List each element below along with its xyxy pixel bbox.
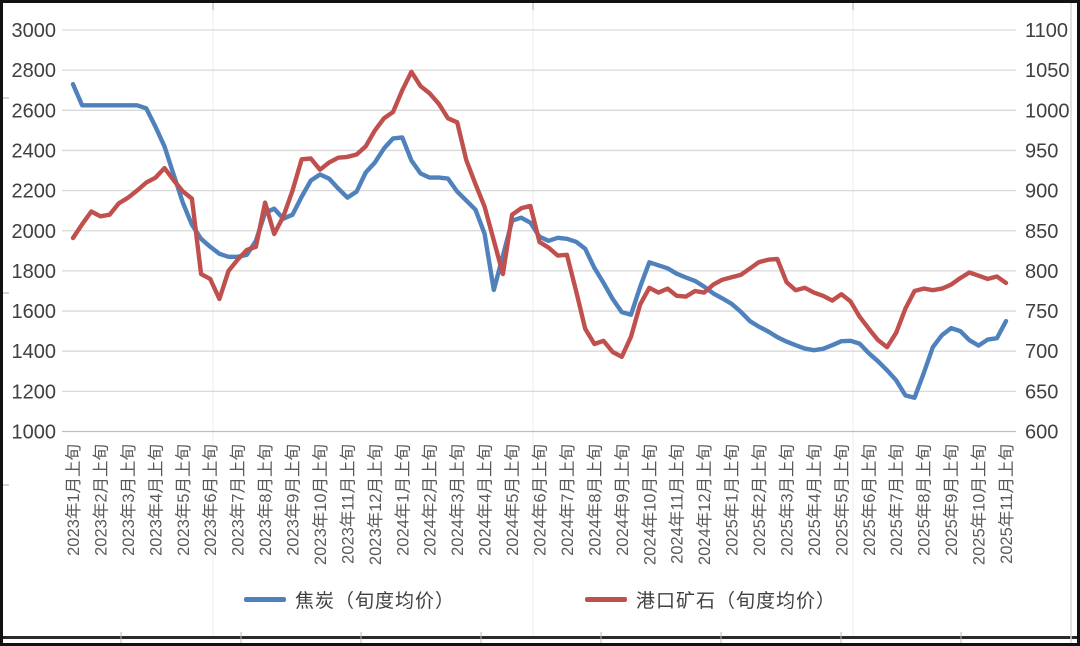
svg-text:2400: 2400 [12,140,57,162]
svg-text:2023年3月上旬: 2023年3月上旬 [119,444,138,556]
svg-text:2023年2月上旬: 2023年2月上旬 [91,444,110,556]
coke-legend-label: 焦炭（旬度均价） [294,590,455,612]
svg-text:800: 800 [1025,261,1058,283]
svg-text:2024年7月上旬: 2024年7月上旬 [558,444,577,556]
svg-text:2025年8月上旬: 2025年8月上旬 [915,444,934,556]
svg-text:2024年12月上旬: 2024年12月上旬 [695,444,714,565]
svg-text:2024年11月上旬: 2024年11月上旬 [668,444,687,564]
svg-text:3000: 3000 [12,20,57,42]
legend: 焦炭（旬度均价） 港口矿石（旬度均价） [3,584,1077,614]
svg-text:2024年5月上旬: 2024年5月上旬 [503,444,522,556]
ore-series-line [70,69,1009,359]
svg-text:1000: 1000 [1025,100,1070,122]
svg-text:750: 750 [1025,301,1058,323]
svg-text:1050: 1050 [1025,60,1070,82]
svg-text:2800: 2800 [12,60,57,82]
svg-text:2024年1月上旬: 2024年1月上旬 [393,444,412,556]
svg-text:2023年12月上旬: 2023年12月上旬 [366,444,385,565]
svg-text:2023年7月上旬: 2023年7月上旬 [229,444,248,556]
svg-text:600: 600 [1025,422,1058,444]
svg-text:2023年1月上旬: 2023年1月上旬 [64,444,83,556]
ore-line-swatch [585,596,627,602]
svg-text:2023年4月上旬: 2023年4月上旬 [146,444,165,556]
svg-text:2024年6月上旬: 2024年6月上旬 [531,444,550,556]
svg-text:2025年3月上旬: 2025年3月上旬 [777,444,796,556]
svg-text:2023年6月上旬: 2023年6月上旬 [201,444,220,556]
svg-text:2024年9月上旬: 2024年9月上旬 [613,444,632,556]
y-axis-right-labels: 1100 1050 1000 950 900 850 800 750 700 650 600 [1025,20,1070,444]
svg-text:2024年3月上旬: 2024年3月上旬 [448,444,467,556]
x-axis-labels: 2023年1月上旬 2023年2月上旬 2023年3月上旬 2023年4月上旬 2023… [64,444,1016,565]
svg-text:650: 650 [1025,381,1058,403]
svg-text:2024年8月上旬: 2024年8月上旬 [585,444,604,556]
legend-item-coke: 焦炭（旬度均价） [243,586,455,613]
svg-text:1600: 1600 [12,301,57,323]
svg-text:2023年11月上旬: 2023年11月上旬 [338,444,357,564]
svg-text:2025年9月上旬: 2025年9月上旬 [942,444,961,556]
svg-text:2023年10月上旬: 2023年10月上旬 [311,444,330,565]
coke-line-swatch [243,596,286,602]
svg-text:2025年6月上旬: 2025年6月上旬 [860,444,879,556]
svg-text:2025年1月上旬: 2025年1月上旬 [723,444,742,556]
svg-text:2025年10月上旬: 2025年10月上旬 [970,444,989,565]
svg-text:1800: 1800 [12,261,57,283]
svg-text:2023年8月上旬: 2023年8月上旬 [256,444,275,556]
svg-text:2000: 2000 [12,221,57,243]
svg-text:1200: 1200 [12,381,57,403]
svg-text:2024年4月上旬: 2024年4月上旬 [476,444,495,556]
svg-text:2023年5月上旬: 2023年5月上旬 [174,444,193,556]
svg-text:1400: 1400 [12,341,57,363]
y-axis-left-labels: 3000 2800 2600 2400 2200 2000 1800 1600 1400 1200… [12,20,57,444]
svg-text:2200: 2200 [12,181,57,203]
svg-text:900: 900 [1025,181,1058,203]
svg-text:700: 700 [1025,341,1058,363]
spreadsheet-artifacts [3,3,1077,643]
svg-text:2024年2月上旬: 2024年2月上旬 [421,444,440,556]
ore-legend-label: 港口矿石（旬度均价） [636,590,837,612]
svg-text:2025年5月上旬: 2025年5月上旬 [832,444,851,556]
svg-text:1000: 1000 [12,422,57,444]
svg-text:2025年11月上旬: 2025年11月上旬 [997,444,1016,564]
svg-text:2025年2月上旬: 2025年2月上旬 [750,444,769,556]
legend-item-ore: 港口矿石（旬度均价） [585,586,836,613]
svg-text:2025年7月上旬: 2025年7月上旬 [887,444,906,556]
dual-axis-line-chart: 3000 2800 2600 2400 2200 2000 1800 1600 1400 1200… [3,3,1077,643]
svg-text:850: 850 [1025,221,1058,243]
svg-text:2023年9月上旬: 2023年9月上旬 [284,444,303,556]
svg-text:1100: 1100 [1025,20,1068,42]
gridlines [62,29,1016,433]
svg-text:2600: 2600 [12,100,57,122]
svg-text:950: 950 [1025,140,1058,162]
svg-text:2024年10月上旬: 2024年10月上旬 [640,444,659,565]
svg-text:2025年4月上旬: 2025年4月上旬 [805,444,824,556]
